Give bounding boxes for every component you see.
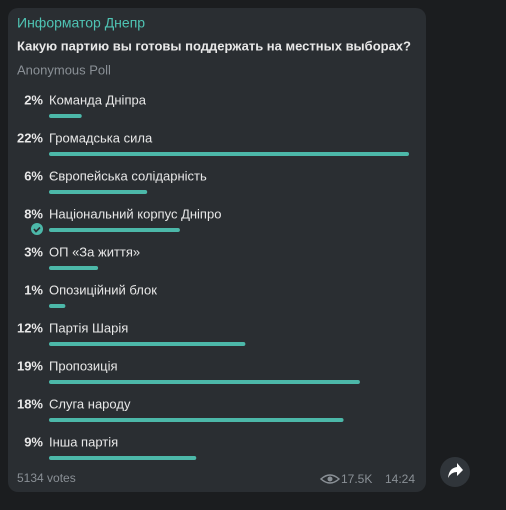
option-bar: [49, 380, 360, 384]
chosen-check-mark: [33, 226, 41, 233]
option-bar: [49, 152, 409, 156]
option-text: Опозиційний блок: [49, 282, 157, 297]
option-bar: [49, 228, 180, 232]
option-text: Слуга народу: [49, 396, 131, 411]
option-percent: 22%: [17, 130, 43, 145]
option-bar: [49, 456, 197, 460]
message-bubble: [8, 8, 426, 492]
share-button[interactable]: [440, 457, 470, 487]
option-text: Європейська солідарність: [49, 168, 207, 183]
view-count: 17.5K: [341, 472, 372, 486]
option-percent: 1%: [24, 282, 43, 297]
chosen-check: [31, 223, 43, 235]
option-bar: [49, 418, 344, 422]
vote-count: 5134 votes: [17, 471, 76, 485]
option-text: Пропозиція: [49, 358, 118, 373]
option-percent: 19%: [17, 358, 43, 373]
poll-question: Какую партию вы готовы поддержать на мес…: [17, 38, 411, 53]
channel-name[interactable]: Информатор Днепр: [17, 15, 145, 31]
option-percent: 3%: [24, 244, 43, 259]
option-text: Інша партія: [49, 434, 118, 449]
option-percent: 8%: [24, 206, 43, 221]
poll-kind: Anonymous Poll: [17, 62, 111, 77]
option-text: ОП «За життя»: [49, 244, 140, 259]
option-percent: 9%: [24, 434, 43, 449]
option-percent: 18%: [17, 396, 43, 411]
option-percent: 12%: [17, 320, 43, 335]
option-bar: [49, 190, 148, 194]
option-bar: [49, 114, 82, 118]
option-bar: [49, 342, 246, 346]
option-bar: [49, 266, 99, 270]
option-text: Команда Дніпра: [49, 92, 147, 107]
option-text: Національний корпус Дніпро: [49, 206, 221, 221]
message-time: 14:24: [385, 472, 415, 486]
option-bar: [49, 304, 66, 308]
option-text: Громадська сила: [49, 130, 153, 145]
option-percent: 2%: [24, 92, 43, 107]
option-text: Партія Шарія: [49, 320, 128, 335]
option-percent: 6%: [24, 168, 43, 183]
views-icon: [319, 474, 341, 484]
